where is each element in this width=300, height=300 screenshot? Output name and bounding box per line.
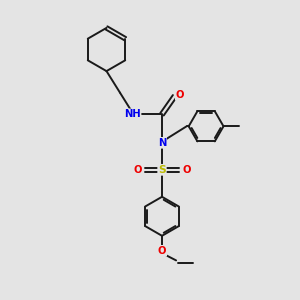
Text: O: O	[133, 165, 142, 175]
Text: S: S	[158, 165, 166, 175]
Text: N: N	[158, 138, 166, 148]
Text: O: O	[182, 165, 191, 175]
Text: O: O	[158, 246, 166, 256]
Text: O: O	[176, 90, 184, 100]
Text: NH: NH	[124, 109, 140, 119]
